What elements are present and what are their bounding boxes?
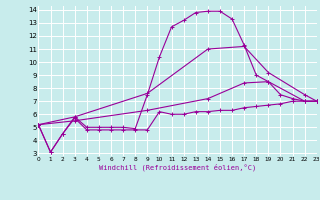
X-axis label: Windchill (Refroidissement éolien,°C): Windchill (Refroidissement éolien,°C) [99, 164, 256, 171]
